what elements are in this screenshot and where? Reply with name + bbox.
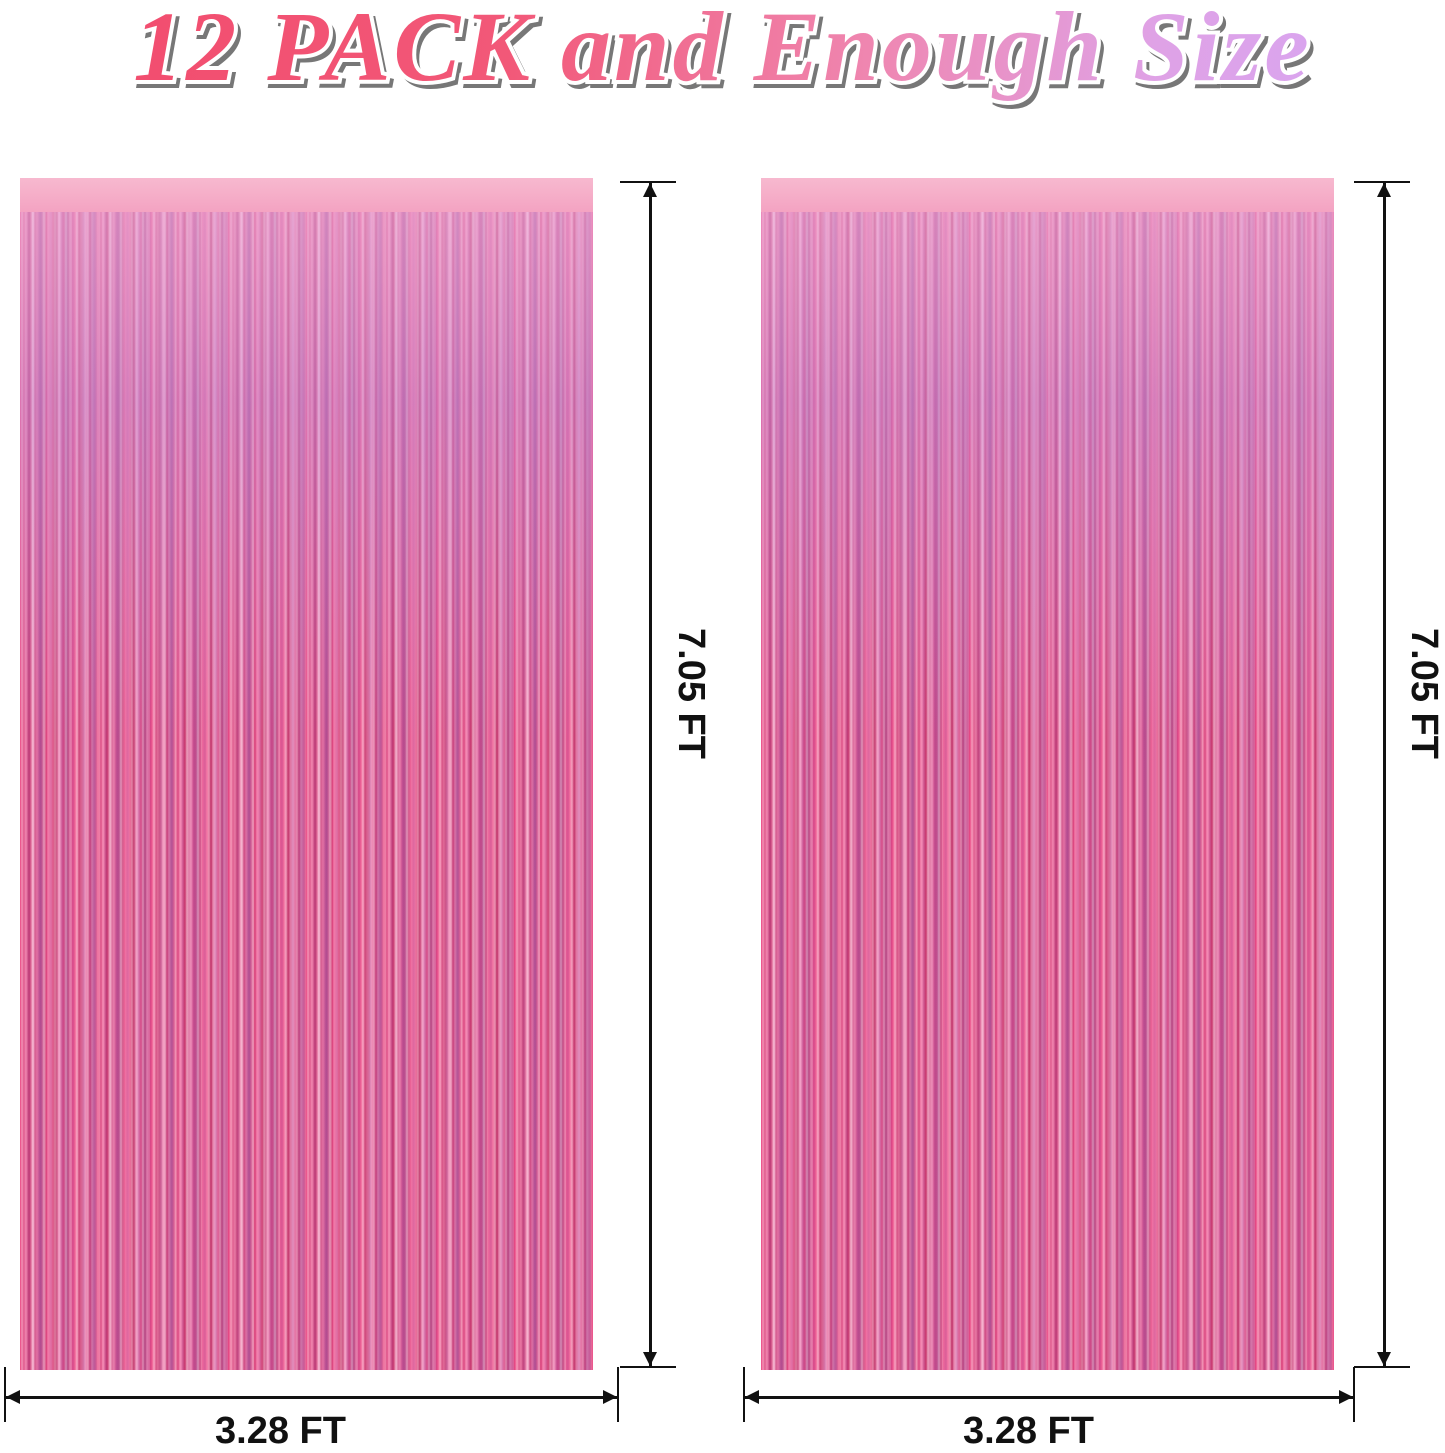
arrow-up-icon	[1377, 183, 1391, 197]
arrow-left-icon	[6, 1390, 20, 1404]
width-tick-right	[617, 1367, 619, 1422]
foil-fringe-curtain-left	[20, 178, 593, 1370]
arrow-right-icon	[1339, 1390, 1353, 1404]
width-tick-left	[4, 1367, 6, 1422]
height-label-right: 7.05 FT	[1402, 628, 1445, 759]
arrow-right-icon	[603, 1390, 617, 1404]
arrow-down-icon	[643, 1352, 657, 1366]
height-dimension-line-right	[1383, 182, 1386, 1366]
height-tick-top	[1354, 181, 1410, 183]
width-tick-left	[743, 1367, 745, 1422]
height-label-left: 7.05 FT	[669, 628, 712, 759]
headline-shadow: 12 PACK and Enough Size	[4, 0, 1445, 110]
width-label-left: 3.28 FT	[215, 1410, 346, 1452]
arrow-down-icon	[1377, 1352, 1391, 1366]
height-tick-bottom	[1354, 1366, 1410, 1368]
width-label-right: 3.28 FT	[963, 1410, 1094, 1452]
width-dimension-line-right	[745, 1396, 1353, 1399]
arrow-left-icon	[745, 1390, 759, 1404]
headline-text: 12 PACK and Enough Size	[0, 0, 1445, 102]
width-tick-right	[1353, 1367, 1355, 1422]
arrow-up-icon	[643, 183, 657, 197]
foil-fringe-curtain-right	[761, 178, 1334, 1370]
headline-outline: 12 PACK and Enough Size	[0, 0, 1445, 106]
height-tick-bottom	[620, 1366, 676, 1368]
height-tick-top	[620, 181, 676, 183]
width-dimension-line-left	[5, 1396, 617, 1399]
headline: 12 PACK and Enough Size 12 PACK and Enou…	[0, 0, 1445, 110]
height-dimension-line-left	[649, 182, 652, 1366]
